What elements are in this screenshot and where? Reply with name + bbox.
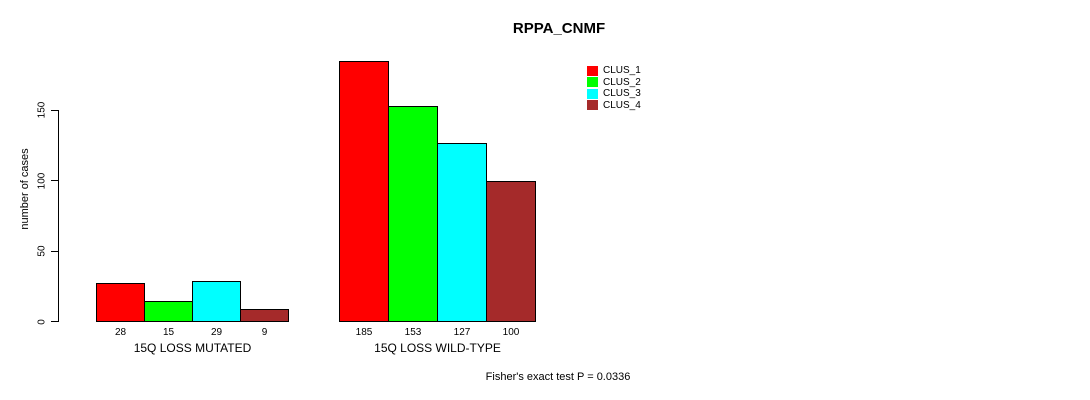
legend-item-clus_1: CLUS_1 — [587, 65, 641, 77]
y-axis-tick-label: 100 — [36, 172, 48, 189]
legend: CLUS_1 CLUS_2 CLUS_3 CLUS_4 — [587, 65, 641, 111]
chart-title: RPPA_CNMF — [512, 20, 606, 37]
bar-value-label: 9 — [261, 327, 268, 338]
bar-clus_3 — [437, 142, 487, 322]
legend-label: CLUS_1 — [603, 65, 641, 77]
bar-clus_1 — [339, 60, 389, 322]
y-axis-tick — [51, 250, 58, 252]
legend-label: CLUS_3 — [603, 88, 641, 100]
group-label: 15Q LOSS WILD-TYPE — [374, 341, 501, 355]
legend-swatch-icon — [587, 65, 598, 76]
y-axis-label: number of cases — [19, 148, 31, 230]
bar-value-label: 29 — [210, 327, 223, 338]
bar-clus_2 — [388, 105, 438, 322]
y-axis-line — [58, 110, 59, 322]
group-label: 15Q LOSS MUTATED — [133, 341, 252, 355]
y-axis-tick-label: 50 — [36, 245, 48, 257]
legend-item-clus_4: CLUS_4 — [587, 100, 641, 112]
legend-swatch-icon — [587, 100, 598, 111]
legend-label: CLUS_4 — [603, 99, 641, 111]
legend-swatch-icon — [587, 88, 598, 99]
y-axis-tick — [51, 180, 58, 181]
legend-item-clus_2: CLUS_2 — [587, 77, 641, 89]
bar-value-label: 28 — [114, 327, 127, 338]
bar-clus_2 — [144, 300, 193, 322]
legend-item-clus_3: CLUS_3 — [587, 88, 641, 100]
legend-swatch-icon — [587, 77, 598, 88]
y-axis-tick-label: 0 — [36, 318, 48, 325]
fisher-test-annotation: Fisher's exact test P = 0.0336 — [485, 371, 631, 383]
legend-label: CLUS_2 — [603, 76, 641, 88]
bar-value-label: 15 — [162, 327, 175, 338]
y-axis-tick-label: 150 — [36, 101, 48, 119]
y-axis-tick — [51, 321, 58, 322]
bar-value-label: 185 — [355, 327, 373, 338]
bar-clus_4 — [240, 308, 289, 322]
bar-clus_1 — [96, 282, 145, 322]
bar-value-label: 100 — [502, 327, 520, 338]
bar-clus_4 — [486, 180, 536, 322]
bar-value-label: 153 — [404, 327, 422, 338]
bar-clus_3 — [192, 280, 241, 322]
y-axis-tick — [51, 109, 58, 111]
bar-value-label: 127 — [453, 327, 471, 338]
